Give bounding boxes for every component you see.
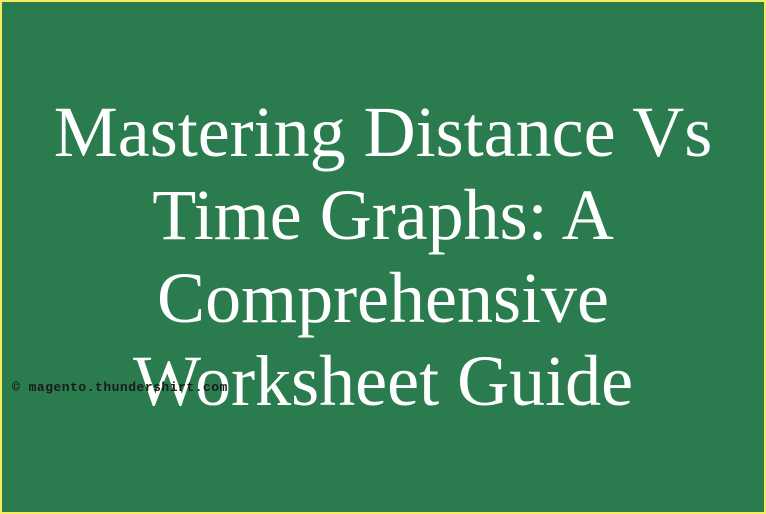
title-banner: Mastering Distance Vs Time Graphs: A Com… [0,0,766,514]
banner-title: Mastering Distance Vs Time Graphs: A Com… [12,91,754,422]
watermark-text: © magento.thundershirt.com [12,380,228,395]
